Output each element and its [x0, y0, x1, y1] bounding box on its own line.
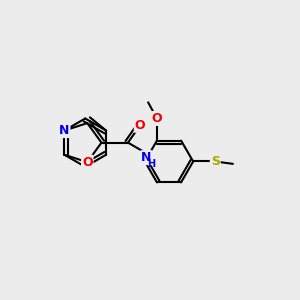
Text: O: O — [135, 119, 146, 132]
Text: O: O — [152, 112, 162, 125]
Text: N: N — [59, 124, 70, 137]
Text: S: S — [211, 155, 220, 168]
Text: N: N — [141, 151, 152, 164]
Text: O: O — [82, 156, 93, 169]
Text: H: H — [148, 159, 156, 170]
